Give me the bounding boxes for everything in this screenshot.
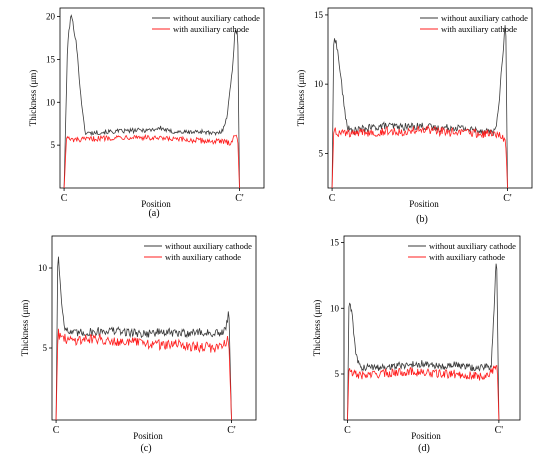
chart-panel: 5 10 15 Thickness (μm) C C' Position without au… [312,235,521,454]
chart-panel: 5 10 15 20 Thickness (μm) C C' Position without … [28,7,265,219]
x-tick-label: C [61,193,68,204]
panel-label: (a) [148,208,159,219]
y-tick-label: 10 [46,97,56,107]
y-axis-label: Thickness (μm) [296,70,306,127]
x-tick-label: C [329,193,336,204]
series-line [55,256,232,421]
legend-entry: without auxiliary cathode [173,13,260,23]
x-axis-label: Position [141,199,171,209]
plot-frame [59,7,265,189]
y-tick-label: 15 [46,54,56,64]
y-tick-label: 10 [38,263,48,273]
series-line [63,133,240,189]
x-axis-label: Position [409,199,439,209]
legend-entry: with auxiliary cathode [165,252,241,262]
chart-panel: 5 10 Thickness (μm) C C' Position without auxi… [20,235,257,454]
y-tick-label: 10 [314,79,324,89]
panel-label: (c) [140,443,151,454]
legend-entry: with auxiliary cathode [429,252,505,262]
series-line [347,365,500,421]
series-line [331,25,508,189]
x-tick-label: C' [495,425,504,436]
y-tick-label: 5 [51,140,56,150]
y-axis-label: Thickness (μm) [20,300,30,357]
x-tick-label: C [344,425,351,436]
y-tick-label: 5 [43,343,48,353]
series-line [347,263,500,421]
y-tick-label: 20 [46,12,56,22]
y-tick-label: 5 [319,148,324,158]
y-axis-label: Thickness (μm) [28,70,38,127]
plot-frame [327,7,533,189]
legend-entry: without auxiliary cathode [441,13,528,23]
x-tick-label: C' [227,425,236,436]
y-tick-label: 15 [330,238,340,248]
plot-frame [51,235,257,421]
y-axis-label: Thickness (μm) [312,300,322,357]
x-axis-label: Position [133,431,163,441]
x-axis-label: Position [411,431,441,441]
legend-entry: without auxiliary cathode [429,241,516,251]
x-tick-label: C [53,425,60,436]
series-line [55,328,232,421]
legend-entry: with auxiliary cathode [173,24,249,34]
x-tick-label: C' [235,193,244,204]
plot-frame [343,235,521,421]
series-line [331,124,508,189]
y-tick-label: 10 [330,303,340,313]
y-tick-label: 15 [314,10,324,20]
y-tick-label: 5 [335,369,340,379]
chart-panel: 5 10 15 Thickness (μm) C C' Position without au… [296,7,533,225]
legend-entry: without auxiliary cathode [165,241,252,251]
legend-entry: with auxiliary cathode [441,24,517,34]
panel-label: (d) [418,443,430,454]
panel-label: (b) [416,214,428,225]
series-line [63,14,240,189]
x-tick-label: C' [503,193,512,204]
